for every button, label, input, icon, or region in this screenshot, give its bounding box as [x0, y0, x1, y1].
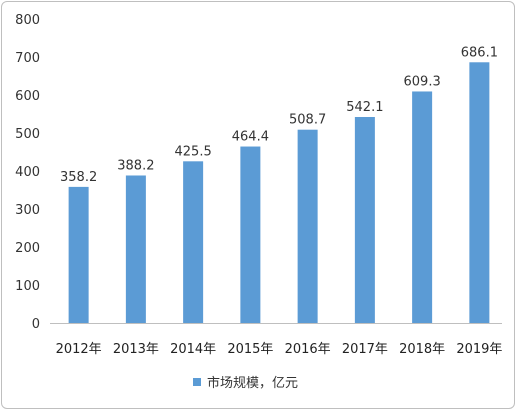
x-axis-tick-labels: 2012年 2013年 2014年 2015年 2016年 2017年 2018年 2019年: [56, 342, 503, 357]
y-tick-label: 800: [15, 13, 40, 28]
bar-series: [68, 62, 490, 323]
y-tick-label: 200: [15, 241, 40, 256]
bar-2012年: [68, 186, 89, 323]
bar-2018年: [412, 91, 433, 323]
x-tick-label: 2017年: [342, 342, 388, 357]
y-tick-label: 100: [15, 279, 40, 294]
x-tick-label: 2014年: [170, 342, 216, 357]
bar-2016年: [297, 129, 318, 323]
legend-swatch: [193, 378, 201, 386]
bar-2015年: [240, 146, 261, 323]
data-label: 358.2: [60, 170, 97, 185]
x-tick-label: 2013年: [113, 342, 159, 357]
data-label: 542.1: [346, 100, 383, 115]
y-tick-label: 0: [32, 317, 40, 332]
y-tick-label: 400: [15, 165, 40, 180]
data-labels: 358.2 388.2 425.5 464.4 508.7 542.1 609.3 686.1: [60, 45, 498, 185]
y-tick-label: 300: [15, 203, 40, 218]
bar-2019年: [469, 62, 490, 323]
legend: 市场规模，亿元: [193, 375, 298, 391]
legend-label: 市场规模，亿元: [207, 375, 298, 391]
x-tick-label: 2016年: [285, 342, 331, 357]
bar-2014年: [183, 161, 204, 323]
data-label: 508.7: [289, 113, 326, 128]
x-tick-label: 2012年: [56, 342, 102, 357]
x-tick-label: 2018年: [399, 342, 445, 357]
data-label: 425.5: [175, 144, 212, 159]
y-tick-label: 600: [15, 89, 40, 104]
data-label: 609.3: [404, 74, 441, 89]
y-tick-label: 700: [15, 51, 40, 66]
data-label: 686.1: [461, 45, 498, 60]
data-label: 388.2: [117, 158, 154, 173]
x-tick-label: 2015年: [227, 342, 273, 357]
bar-2017年: [354, 117, 375, 323]
y-tick-label: 500: [15, 127, 40, 142]
x-tick-label: 2019年: [456, 342, 502, 357]
bar-2013年: [125, 175, 146, 323]
y-axis-tick-labels: 0 100 200 300 400 500 600 700 800: [15, 13, 40, 332]
data-label: 464.4: [232, 130, 269, 145]
